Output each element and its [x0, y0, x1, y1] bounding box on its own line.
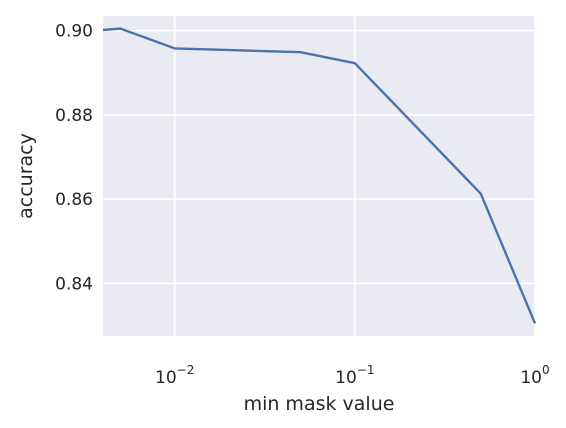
data-series: [102, 27, 537, 324]
grid-lines: [103, 16, 536, 336]
y-axis-ticks: 0.84 0.86 0.88 0.90: [55, 22, 93, 295]
y-tick-label: 0.84: [55, 274, 93, 294]
x-tick-label: 10−1: [335, 363, 374, 388]
y-tick-label: 0.88: [55, 106, 93, 126]
y-tick-label: 0.86: [55, 190, 93, 210]
x-tick-label: 100: [520, 363, 549, 388]
x-axis-label: min mask value: [244, 393, 395, 415]
x-axis-ticks: 10−2 10−1 100: [155, 363, 550, 388]
plot-area: [103, 16, 535, 336]
series-line: [102, 27, 537, 324]
x-tick-label: 10−2: [155, 363, 194, 388]
y-tick-label: 0.90: [55, 22, 93, 42]
y-axis-label: accuracy: [15, 133, 37, 219]
